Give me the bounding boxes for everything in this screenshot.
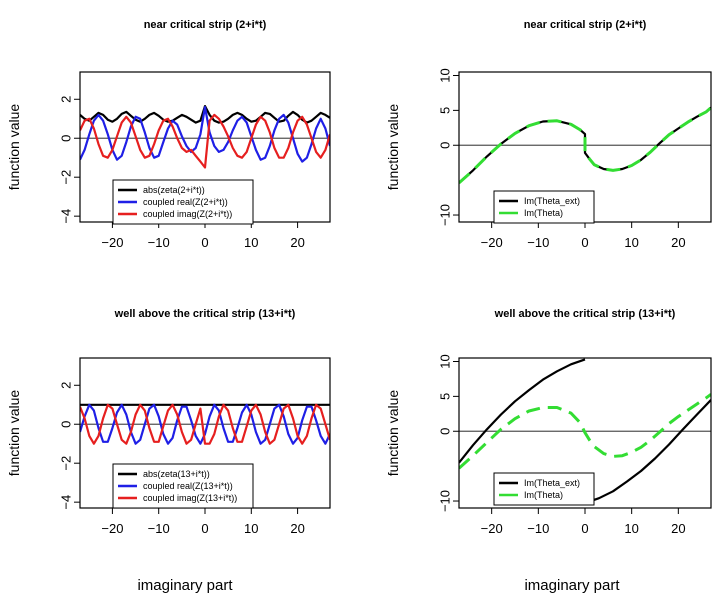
x-tick-label: −10: [148, 235, 170, 250]
legend-label-2: coupled imag(Z(13+i*t)): [143, 493, 237, 503]
y-tick-label: −2: [59, 170, 74, 185]
y-tick-label: 2: [59, 382, 74, 389]
x-tick-label: −20: [481, 521, 503, 536]
y-tick-label: 5: [438, 107, 453, 114]
x-axis-label-right: imaginary part: [524, 577, 620, 594]
y-axis-label: function value: [385, 104, 401, 191]
series-line-2: [80, 113, 330, 169]
x-tick-label: 0: [581, 521, 588, 536]
series-line-1: [80, 106, 330, 163]
y-tick-label: 10: [438, 354, 453, 368]
panel-bottom-right: well above the critical strip (13+i*t) −2…: [385, 308, 712, 536]
y-tick-label: −4: [59, 495, 74, 510]
y-tick-label: −10: [438, 490, 453, 512]
panel-top-left: near critical strip (2+i*t)−20 −10 0 10 20−4…: [6, 19, 331, 250]
legend-label-1: Im(Theta): [524, 208, 563, 218]
x-tick-label: 20: [290, 235, 304, 250]
y-tick-label: 10: [438, 68, 453, 82]
x-tick-label: −10: [527, 235, 549, 250]
x-tick-label: −20: [101, 521, 123, 536]
panel-top-right: near critical strip (2+i*t) −20 −10 0 10 20 −1…: [385, 19, 712, 250]
x-tick-label: −20: [481, 235, 503, 250]
y-tick-label: −2: [59, 456, 74, 471]
legend-label-2: coupled imag(Z(2+i*t)): [143, 209, 232, 219]
chart-title: well above the critical strip (13+i*t): [114, 308, 296, 320]
y-axis-label: function value: [385, 390, 401, 477]
x-tick-label: 0: [201, 521, 208, 536]
legend-label-0: abs(zeta(2+i*t)): [143, 185, 205, 195]
x-tick-label: 10: [244, 235, 258, 250]
legend-box: [493, 190, 595, 224]
x-tick-label: −20: [101, 235, 123, 250]
y-tick-label: 0: [438, 142, 453, 149]
y-tick-label: 5: [438, 393, 453, 400]
legend: abs(zeta(2+i*t)) coupled real(Z(2+i*t)) co…: [112, 179, 254, 225]
panel-bottom-left: well above the critical strip (13+i*t) −2…: [6, 308, 331, 536]
y-tick-label: 0: [438, 428, 453, 435]
y-tick-label: 0: [59, 135, 74, 142]
legend: Im(Theta_ext) Im(Theta): [493, 472, 595, 506]
legend-label-0: abs(zeta(13+i*t)): [143, 469, 210, 479]
y-tick-label: 0: [59, 421, 74, 428]
chart-title: near critical strip (2+i*t): [524, 19, 647, 31]
x-tick-label: 0: [201, 235, 208, 250]
legend-box: [493, 472, 595, 506]
x-tick-label: −10: [527, 521, 549, 536]
series-line-2: [80, 403, 330, 445]
y-tick-label: −4: [59, 209, 74, 224]
x-tick-label: 20: [671, 521, 685, 536]
x-tick-label: 20: [290, 521, 304, 536]
x-tick-label: 10: [244, 521, 258, 536]
y-tick-label: −10: [438, 204, 453, 226]
y-axis-label: function value: [6, 390, 22, 477]
legend-label-0: Im(Theta_ext): [524, 196, 580, 206]
x-tick-label: 20: [671, 235, 685, 250]
x-axis-label-left: imaginary part: [137, 577, 233, 594]
x-tick-label: 10: [624, 235, 638, 250]
series-line-0: [459, 358, 711, 505]
y-tick-label: 2: [59, 96, 74, 103]
legend-label-1: coupled real(Z(2+i*t)): [143, 197, 228, 207]
legend: Im(Theta_ext) Im(Theta): [493, 190, 595, 224]
chart-title: well above the critical strip (13+i*t): [494, 308, 676, 320]
chart-title: near critical strip (2+i*t): [144, 19, 267, 31]
series-line-1: [459, 106, 711, 185]
x-tick-label: 0: [581, 235, 588, 250]
series-line-1: [80, 403, 330, 445]
x-tick-label: 10: [624, 521, 638, 536]
y-axis-label: function value: [6, 104, 22, 191]
legend-label-0: Im(Theta_ext): [524, 478, 580, 488]
legend-label-1: Im(Theta): [524, 490, 563, 500]
legend-label-1: coupled real(Z(13+i*t)): [143, 481, 233, 491]
legend: abs(zeta(13+i*t)) coupled real(Z(13+i*t))…: [112, 463, 254, 509]
x-tick-label: −10: [148, 521, 170, 536]
series-line-1: [459, 393, 711, 470]
